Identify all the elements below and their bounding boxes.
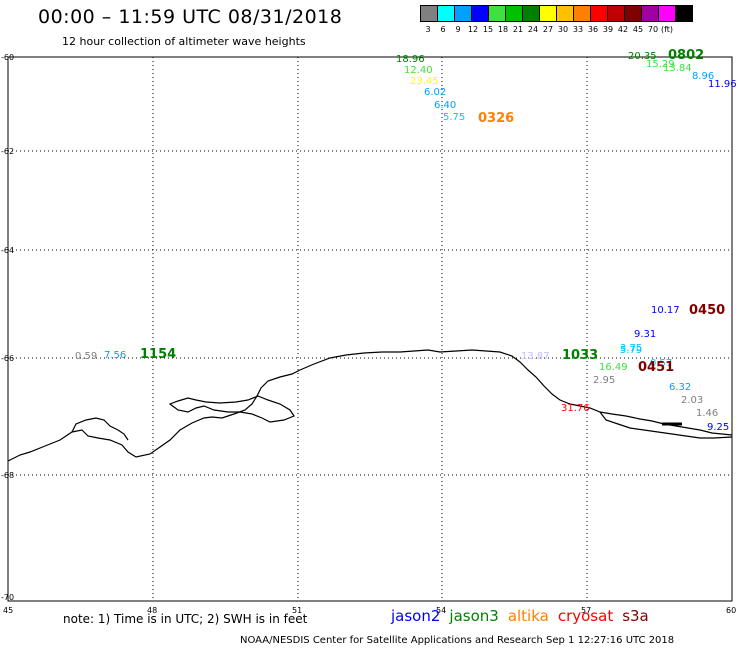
lon-label: 48 <box>147 606 157 615</box>
graticule <box>8 57 732 601</box>
lat-label: -70 <box>1 593 14 602</box>
lat-label: -62 <box>1 147 14 156</box>
antarctic-coastline <box>7 349 733 462</box>
observation-label: 13.87 <box>521 351 550 362</box>
observation-label: 8.96 <box>692 71 714 82</box>
observation-label: 18.96 <box>396 54 425 65</box>
observation-label: 6.32 <box>669 382 691 393</box>
legend-value-label: 45 <box>632 25 644 34</box>
legend-swatches <box>420 5 693 22</box>
observation-label: 13.84 <box>663 63 692 74</box>
lat-label: -68 <box>1 471 14 480</box>
legend-value-label: 21 <box>512 25 524 34</box>
lon-label: 51 <box>292 606 302 615</box>
color-legend: 3 6 9 12 15 18 21 24 27 30 33 36 39 42 45 70 (ft) <box>420 5 693 34</box>
legend-swatch <box>675 5 693 22</box>
legend-value-label: 27 <box>542 25 554 34</box>
observation-label: 16.49 <box>599 362 628 373</box>
observation-label: 6.02 <box>424 87 446 98</box>
lon-label: 57 <box>581 606 591 615</box>
satellite-legend-item: jason3 <box>449 607 499 625</box>
latitude-labels: -60 -62 -64 -66 -68 -70 <box>1 53 14 602</box>
observation-label: 20.35 <box>628 51 657 62</box>
legend-value-label: 12 <box>467 25 479 34</box>
observation-label: 1033 <box>562 348 598 363</box>
observation-label: 0326 <box>478 111 514 126</box>
observation-label: 0802 <box>668 48 704 63</box>
observation-label: 5.75 <box>443 112 465 123</box>
credit-footer: NOAA/NESDIS Center for Satellite Applica… <box>240 635 675 646</box>
map-subtitle: 12 hour collection of altimeter wave hei… <box>62 35 306 48</box>
observation-label: 1154 <box>140 347 176 362</box>
lon-label: 54 <box>436 606 446 615</box>
observation-label: 1.46 <box>696 408 718 419</box>
satellite-legend: jason2 jason3 altika cryosat s3a <box>391 607 649 625</box>
lat-label: -66 <box>1 354 14 363</box>
observation-label: 15.29 <box>646 59 675 70</box>
observation-label: 31.76 <box>561 403 590 414</box>
legend-value-label: 70 <box>647 25 659 34</box>
coastline-bay-west <box>71 417 129 441</box>
legend-value-label: 15 <box>482 25 494 34</box>
observation-label: 5.79 <box>620 345 642 356</box>
lat-label: -64 <box>1 246 14 255</box>
legend-value-label: 39 <box>602 25 614 34</box>
legend-value-label: 6 <box>440 25 446 34</box>
observation-label: 9.31 <box>634 329 656 340</box>
lat-label: -60 <box>1 53 14 62</box>
legend-value-label: 3 <box>425 25 431 34</box>
observation-label: 12.40 <box>404 65 433 76</box>
satellite-legend-item: cryosat <box>557 607 614 625</box>
legend-value-label: 30 <box>557 25 569 34</box>
satellite-legend-item: s3a <box>622 607 649 625</box>
coastline-east <box>599 411 733 439</box>
satellite-legend-item: jason2 <box>391 607 441 625</box>
legend-value-label: 9 <box>455 25 461 34</box>
map-title: 00:00 – 11:59 UTC 08/31/2018 <box>38 6 343 28</box>
observation-label: 0450 <box>689 303 725 318</box>
observation-label: 3.75 <box>620 343 642 354</box>
coastline-inlet <box>168 395 295 423</box>
observation-label: 0.59 <box>75 351 97 362</box>
observation-label: 6.40 <box>434 100 456 111</box>
legend-labels: 3 6 9 12 15 18 21 24 27 30 33 36 39 42 45 70 (ft) <box>421 22 693 34</box>
legend-value-label: 36 <box>587 25 599 34</box>
observation-label: 7.56 <box>104 350 126 361</box>
observation-label: 23.45 <box>410 76 439 87</box>
legend-value-label: 33 <box>572 25 584 34</box>
observation-label: 2.95 <box>593 375 615 386</box>
legend-value-label: 42 <box>617 25 629 34</box>
observation-label: 11.96 <box>708 79 737 90</box>
legend-value-label: 18 <box>497 25 509 34</box>
units-note: note: 1) Time is in UTC; 2) SWH is in fe… <box>63 612 308 626</box>
observation-label: 0.57 <box>650 358 672 369</box>
observation-label: 0451 <box>638 360 674 375</box>
observation-label: 2.03 <box>681 395 703 406</box>
plot-frame <box>7 56 733 602</box>
satellite-legend-item: altika <box>507 607 549 625</box>
legend-unit: (ft) <box>661 25 674 34</box>
lon-label: 45 <box>3 606 13 615</box>
legend-value-label: 24 <box>527 25 539 34</box>
longitude-labels: 45 48 51 54 57 60 <box>3 606 736 615</box>
lon-label: 60 <box>726 606 736 615</box>
observation-label: 10.17 <box>651 305 680 316</box>
observation-label: 9.25 <box>707 422 729 433</box>
